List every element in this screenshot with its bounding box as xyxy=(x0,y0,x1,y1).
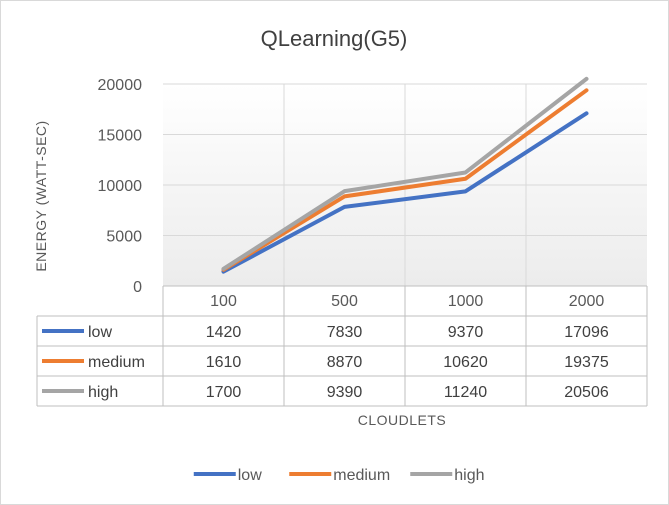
y-tick-label-20000: 20000 xyxy=(98,77,143,94)
y-tick-label-10000: 10000 xyxy=(98,178,143,195)
table-cell-high-500: 9390 xyxy=(327,384,363,401)
table-cell-low-100: 1420 xyxy=(206,324,242,341)
table-cell-low-1000: 9370 xyxy=(448,324,484,341)
data-table: 100 500 1000 2000 low 1420 7830 9370 17096 medium… xyxy=(36,285,648,407)
x-tick-label-2000: 2000 xyxy=(569,293,605,310)
table-cell-high-100: 1700 xyxy=(206,384,242,401)
table-series-name-high: high xyxy=(88,384,118,401)
legend-label-low: low xyxy=(238,467,262,484)
data-point-low-500 xyxy=(344,206,345,208)
series-line-high xyxy=(221,76,589,271)
table-cell-medium-2000: 19375 xyxy=(564,354,609,371)
data-point-low-2000 xyxy=(586,112,587,114)
table-cell-medium-500: 8870 xyxy=(327,354,363,371)
data-point-medium-500 xyxy=(344,195,345,197)
y-axis-label: ENERGY (WATT-SEC) xyxy=(33,120,49,271)
data-point-medium-2000 xyxy=(586,89,587,91)
gridlines xyxy=(163,83,647,286)
data-point-high-2000 xyxy=(586,78,587,80)
x-tick-label-500: 500 xyxy=(331,293,358,310)
data-point-medium-1000 xyxy=(465,178,466,180)
series-line-low xyxy=(221,111,589,274)
series-lines xyxy=(221,76,589,274)
table-cell-high-2000: 20506 xyxy=(564,384,609,401)
y-tick-label-5000: 5000 xyxy=(106,229,142,246)
data-point-high-1000 xyxy=(465,171,466,173)
chart-title: QLearning(G5) xyxy=(261,26,408,51)
table-cell-medium-100: 1610 xyxy=(206,354,242,371)
table-cell-low-500: 7830 xyxy=(327,324,363,341)
x-tick-label-100: 100 xyxy=(210,293,237,310)
y-tick-label-15000: 15000 xyxy=(98,128,143,145)
y-tick-labels: 0 5000 10000 15000 20000 xyxy=(98,77,143,296)
series-line-medium xyxy=(221,88,589,272)
x-axis-label: CLOUDLETS xyxy=(358,412,447,428)
legend: low medium high xyxy=(193,467,485,484)
table-cell-low-2000: 17096 xyxy=(564,324,609,341)
legend-label-high: high xyxy=(454,467,484,484)
data-point-high-100 xyxy=(223,268,224,270)
table-series-name-medium: medium xyxy=(88,354,145,371)
x-tick-label-1000: 1000 xyxy=(448,293,484,310)
table-cell-high-1000: 11240 xyxy=(444,384,487,401)
data-point-high-500 xyxy=(344,190,345,192)
legend-label-medium: medium xyxy=(333,467,390,484)
y-tick-label-0: 0 xyxy=(133,279,142,296)
table-series-name-low: low xyxy=(88,324,112,341)
table-cell-medium-1000: 10620 xyxy=(443,354,488,371)
data-point-low-1000 xyxy=(465,190,466,192)
